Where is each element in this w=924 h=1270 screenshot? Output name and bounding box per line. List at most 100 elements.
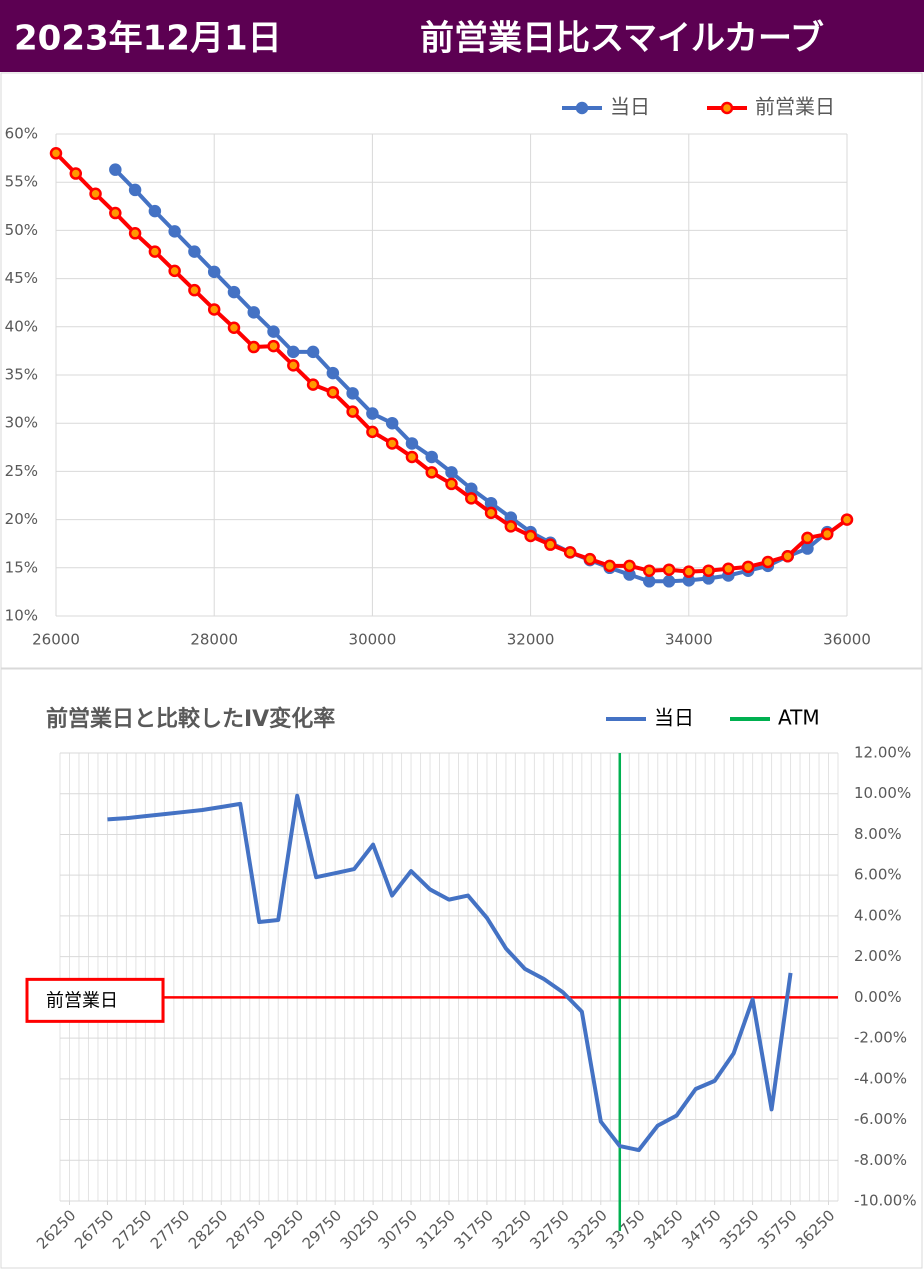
y-tick-label: 20% [5,510,38,528]
y-tick-label: 12.00% [854,744,911,762]
y-tick-label: 6.00% [854,866,902,884]
data-point [425,466,438,479]
data-point [465,492,478,505]
data-point [544,538,557,551]
data-point [306,345,320,359]
data-point [801,531,814,545]
data-point [148,245,162,258]
data-point [128,183,142,197]
data-point [188,245,201,258]
data-point [109,206,122,220]
x-tick-label: 36000 [823,631,871,649]
x-tick-label: 34000 [665,631,713,649]
y-tick-label: 35% [5,366,38,384]
y-tick-label: 25% [5,462,38,480]
data-point [662,575,676,588]
data-point [741,560,755,574]
data-point [623,559,636,573]
y-tick-label: 50% [5,221,38,239]
data-point [385,437,399,450]
legend-label: 当日 [654,706,694,730]
data-point [326,386,340,399]
y-tick-label: 55% [5,173,38,191]
header-date: 2023年12月1日 [14,19,282,59]
legend-label: 当日 [610,95,650,119]
legend-label: ATM [778,706,820,730]
chart-title: 前営業日と比較したIV変化率 [46,706,335,732]
data-point [643,564,656,577]
data-point [563,546,577,559]
data-point [722,562,735,576]
data-point [405,450,419,464]
data-point [405,437,419,450]
data-point [247,340,260,354]
data-point [385,416,399,430]
data-point [662,563,676,576]
data-point [504,520,518,533]
data-point [801,542,814,555]
data-point [583,552,597,566]
y-tick-label: 45% [5,269,38,287]
y-tick-label: 60% [5,125,38,143]
x-tick-label: 26000 [32,631,80,649]
data-point [682,565,696,578]
data-point [207,265,221,279]
data-point [148,204,162,218]
data-point [207,303,221,316]
y-tick-label: 30% [5,414,38,432]
y-tick-label: 10% [5,607,38,625]
y-tick-label: 10.00% [854,784,911,802]
data-point [267,325,280,338]
data-point [326,366,340,380]
reference-label: 前営業日 [46,990,118,1011]
series-line [107,793,793,1153]
data-point [247,306,260,319]
data-point [69,167,83,180]
data-point [603,559,616,573]
data-point [425,450,438,464]
data-point [366,407,379,420]
data-point [643,575,656,588]
data-point [445,477,458,491]
y-tick-label: -8.00% [854,1151,907,1169]
data-point [820,527,834,541]
header-bar [0,0,924,72]
y-tick-label: 8.00% [854,825,902,843]
data-point [267,339,280,353]
x-tick-label: 32000 [507,631,555,649]
data-point [227,321,241,335]
chart-panel [0,72,923,669]
data-point [761,555,775,569]
legend-marker [720,101,734,115]
data-point [128,227,142,240]
data-point [287,345,300,359]
header-title: 前営業日比スマイルカーブ [420,19,824,59]
data-point [306,378,320,391]
data-point [109,163,122,176]
data-point [188,283,201,297]
data-point [484,506,498,520]
data-point [524,529,537,543]
data-point [227,285,241,299]
y-tick-label: 2.00% [854,947,902,965]
y-tick-label: 4.00% [854,906,902,924]
x-tick-label: 30000 [349,631,397,649]
data-point [49,147,63,160]
chart-panel [0,668,923,1269]
y-tick-label: 40% [5,317,38,335]
y-tick-label: 15% [5,558,38,576]
data-point [168,264,181,278]
y-tick-label: 0.00% [854,988,902,1006]
x-tick-label: 28000 [190,631,238,649]
y-tick-label: -10.00% [854,1192,917,1210]
y-tick-label: -4.00% [854,1069,907,1087]
data-point [366,425,379,439]
data-point [89,187,102,201]
y-tick-label: -6.00% [854,1110,907,1128]
data-point [781,549,794,563]
legend-marker [575,101,589,115]
legend-label: 前営業日 [755,95,835,119]
data-point [346,387,359,400]
